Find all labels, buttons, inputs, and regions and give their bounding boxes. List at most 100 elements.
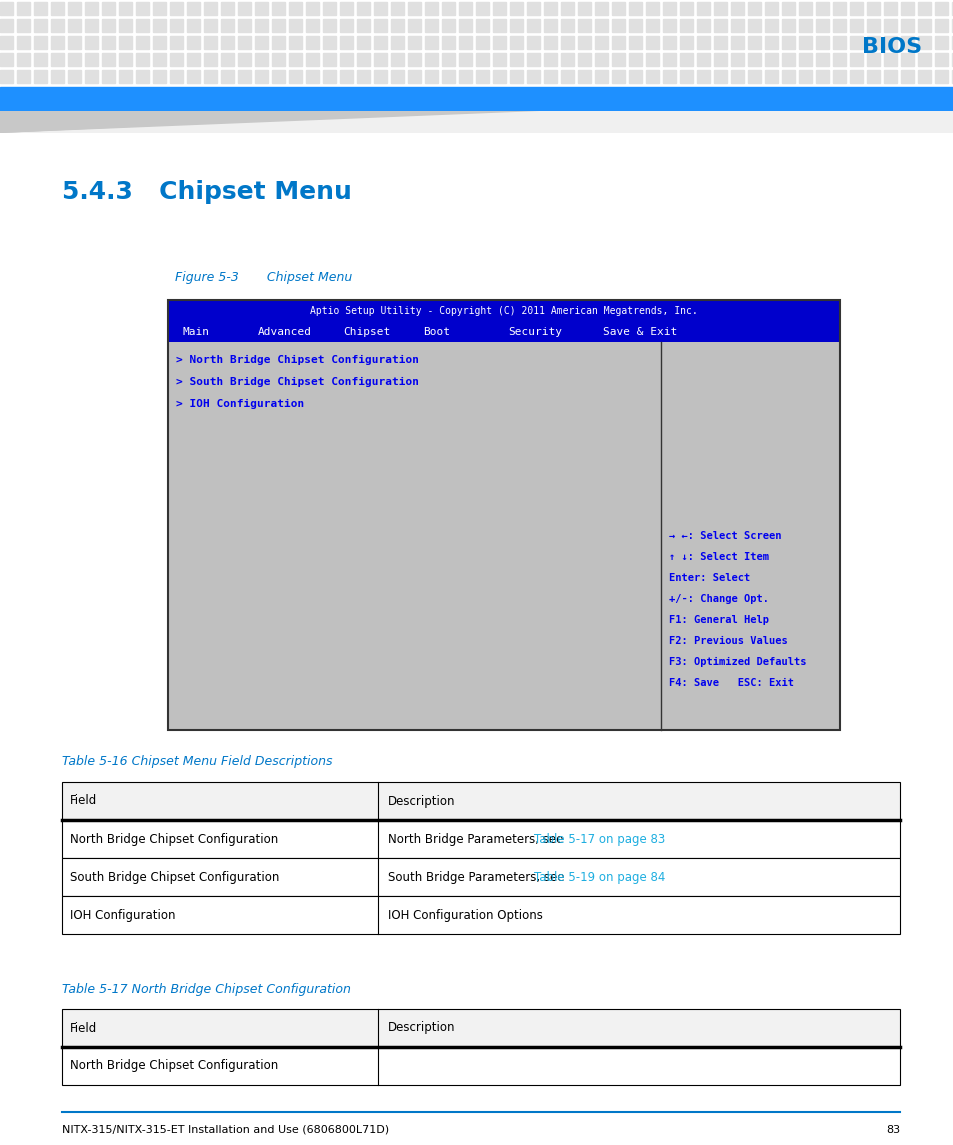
Bar — [136, 35, 149, 49]
Bar — [645, 53, 659, 66]
Bar — [628, 53, 641, 66]
Bar — [254, 19, 268, 32]
Text: Table 5-17 on page 83: Table 5-17 on page 83 — [534, 832, 665, 845]
Polygon shape — [0, 111, 539, 133]
Bar — [543, 70, 557, 82]
Bar — [832, 19, 845, 32]
Bar — [289, 2, 302, 15]
Bar — [0, 87, 953, 111]
Bar — [374, 2, 387, 15]
Bar — [62, 820, 899, 858]
Bar — [662, 2, 676, 15]
Bar — [764, 2, 778, 15]
Text: North Bridge Chipset Configuration: North Bridge Chipset Configuration — [70, 832, 278, 845]
Bar — [168, 342, 660, 731]
Bar — [119, 70, 132, 82]
Bar — [85, 19, 98, 32]
Text: Enter: Select: Enter: Select — [668, 572, 749, 583]
Bar — [476, 19, 489, 32]
Bar — [595, 53, 607, 66]
Text: South Bridge Parameters, see: South Bridge Parameters, see — [388, 870, 568, 884]
Bar — [526, 19, 539, 32]
Text: NITX-315/NITX-315-ET Installation and Use (6806800L71D): NITX-315/NITX-315-ET Installation and Us… — [62, 1126, 389, 1135]
Bar — [679, 70, 692, 82]
Bar — [356, 53, 370, 66]
Bar — [645, 35, 659, 49]
Bar — [237, 2, 251, 15]
Bar — [560, 70, 574, 82]
Text: Advanced: Advanced — [257, 327, 312, 337]
Bar — [408, 19, 420, 32]
Bar — [662, 70, 676, 82]
Bar — [866, 53, 879, 66]
Bar — [289, 35, 302, 49]
Bar — [543, 35, 557, 49]
Bar — [136, 19, 149, 32]
Bar — [152, 70, 166, 82]
Bar — [526, 70, 539, 82]
Bar — [493, 53, 505, 66]
Bar — [391, 53, 403, 66]
Bar — [679, 19, 692, 32]
Bar — [458, 70, 472, 82]
Bar — [849, 2, 862, 15]
Bar — [493, 19, 505, 32]
Bar — [900, 70, 913, 82]
Bar — [170, 2, 183, 15]
Bar — [764, 53, 778, 66]
Bar — [628, 2, 641, 15]
Bar — [764, 70, 778, 82]
Bar — [917, 19, 930, 32]
Bar — [832, 35, 845, 49]
Bar — [900, 35, 913, 49]
Bar — [697, 70, 709, 82]
Bar — [339, 70, 353, 82]
Bar — [187, 53, 200, 66]
Bar — [254, 53, 268, 66]
Bar — [510, 35, 522, 49]
Bar — [62, 897, 899, 934]
Bar — [934, 2, 947, 15]
Bar — [697, 19, 709, 32]
Text: F3: Optimized Defaults: F3: Optimized Defaults — [668, 657, 805, 668]
Bar — [187, 19, 200, 32]
Bar — [391, 35, 403, 49]
Bar — [900, 53, 913, 66]
Bar — [272, 53, 285, 66]
Bar — [510, 19, 522, 32]
Text: Aptio Setup Utility - Copyright (C) 2011 American Megatrends, Inc.: Aptio Setup Utility - Copyright (C) 2011… — [310, 306, 698, 316]
Text: 5.4.3   Chipset Menu: 5.4.3 Chipset Menu — [62, 180, 352, 204]
Bar — [458, 53, 472, 66]
Bar — [645, 19, 659, 32]
Bar — [221, 35, 233, 49]
Bar — [17, 53, 30, 66]
Text: F2: Previous Values: F2: Previous Values — [668, 635, 787, 646]
Bar — [815, 70, 828, 82]
Text: Save & Exit: Save & Exit — [602, 327, 677, 337]
Bar — [170, 53, 183, 66]
Bar — [17, 70, 30, 82]
Bar — [951, 19, 953, 32]
Bar — [289, 19, 302, 32]
Bar — [510, 53, 522, 66]
Bar — [799, 53, 811, 66]
Bar — [272, 2, 285, 15]
Bar — [424, 19, 437, 32]
Bar — [424, 53, 437, 66]
Bar — [272, 35, 285, 49]
Bar — [883, 19, 896, 32]
Bar — [51, 19, 64, 32]
Bar — [458, 19, 472, 32]
Bar — [934, 19, 947, 32]
Bar — [289, 53, 302, 66]
Bar — [476, 53, 489, 66]
Bar — [934, 53, 947, 66]
Bar — [595, 19, 607, 32]
Bar — [102, 19, 115, 32]
Bar — [17, 2, 30, 15]
Bar — [204, 19, 216, 32]
Bar — [917, 2, 930, 15]
Bar — [168, 300, 840, 322]
Bar — [187, 35, 200, 49]
Bar — [374, 35, 387, 49]
